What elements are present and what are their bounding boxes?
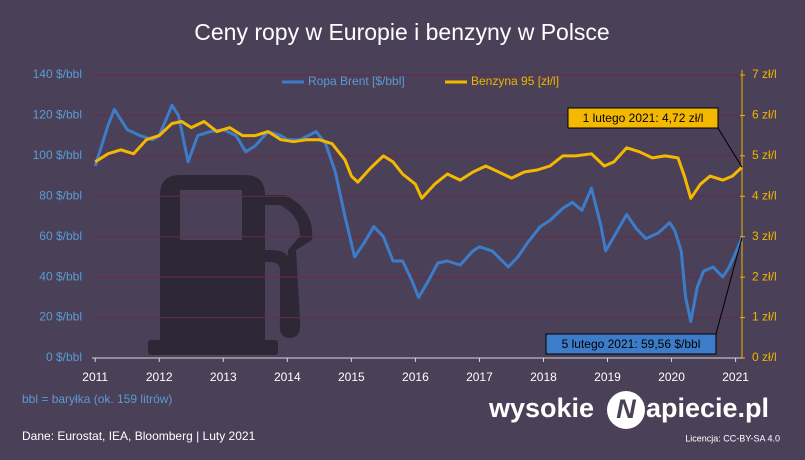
legend: Ropa Brent [$/bbl] Benzyna 95 [zł/l] (282, 74, 559, 88)
legend-label: Ropa Brent [$/bbl] (308, 74, 405, 88)
y-tick-label: 120 $/bbl (33, 108, 82, 122)
fuel-pump-icon (148, 175, 313, 355)
y-tick-label: 40 $/bbl (39, 269, 82, 283)
y2-tick-label: 7 zł/l (752, 67, 777, 81)
x-tick-label: 2017 (466, 370, 493, 384)
annotation-leader (715, 237, 743, 335)
x-tick-label: 2020 (658, 370, 685, 384)
x-tick-label: 2012 (146, 370, 173, 384)
logo-n: N (616, 394, 636, 424)
x-tick-label: 2014 (274, 370, 301, 384)
y-tick-label: 140 $/bbl (33, 67, 82, 81)
y-tick-label: 60 $/bbl (39, 229, 82, 243)
y2-tick-label: 1 zł/l (752, 310, 777, 324)
annotation-box (567, 107, 719, 129)
y-tick-label: 80 $/bbl (39, 188, 82, 202)
x-tick-label: 2019 (594, 370, 621, 384)
logo: wysokie N apiecie.pl (488, 391, 769, 429)
license: Licencja: CC-BY-SA 4.0 (685, 433, 780, 443)
note: bbl = baryłka (ok. 159 litrów) (22, 392, 172, 406)
x-tick-label: 2011 (82, 370, 108, 384)
x-tick-label: 2021 (722, 370, 749, 384)
x-tick-label: 2016 (402, 370, 429, 384)
y2-tick-label: 4 zł/l (752, 188, 777, 202)
y-tick-label: 0 $/bbl (46, 350, 82, 364)
annotation-text: 5 lutego 2021: 59,56 $/bbl (562, 337, 701, 351)
chart-title: Ceny ropy w Europie i benzyny w Polsce (194, 19, 609, 45)
y2-tick-label: 3 zł/l (752, 229, 777, 243)
y-tick-label: 100 $/bbl (33, 148, 82, 162)
annotation-leader (717, 127, 743, 168)
series-line (94, 120, 744, 200)
annotation-box (545, 333, 717, 355)
x-tick-label: 2015 (338, 370, 365, 384)
logo-text: apiecie.pl (646, 393, 769, 423)
source: Dane: Eurostat, IEA, Bloomberg | Luty 20… (22, 429, 256, 443)
y2-tick-label: 2 zł/l (752, 269, 777, 283)
annotation-text: 1 lutego 2021: 4,72 zł/l (583, 111, 704, 125)
logo-circle (607, 391, 645, 429)
legend-label: Benzyna 95 [zł/l] (471, 74, 559, 88)
series-line (93, 103, 744, 324)
y2-tick-label: 6 zł/l (752, 108, 777, 122)
x-tick-label: 2013 (210, 370, 237, 384)
y2-tick-label: 0 zł/l (752, 350, 777, 364)
y2-tick-label: 5 zł/l (752, 148, 777, 162)
y-tick-label: 20 $/bbl (39, 310, 82, 324)
logo-text: wysokie (488, 393, 594, 423)
x-tick-label: 2018 (530, 370, 557, 384)
